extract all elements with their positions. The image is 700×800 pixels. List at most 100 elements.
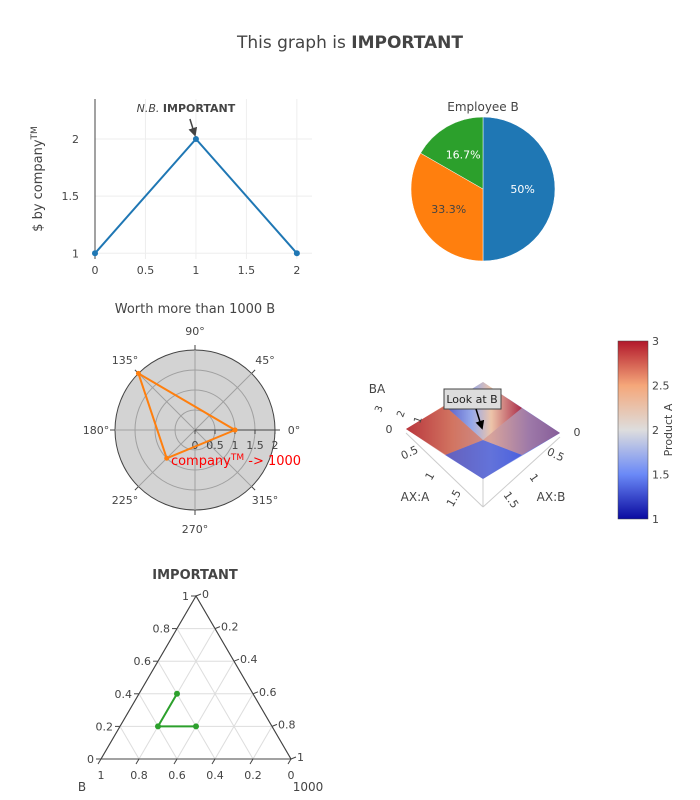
ternary-gridline [214,693,254,760]
polar-angular-tick-label: 45° [255,354,275,367]
surface-patch [406,406,483,455]
ternary-a-tick-label: 0.2 [96,720,114,733]
x-tick-label: 0 [92,264,99,277]
pie-slice [420,116,484,190]
ternary-c-tick-label: 0.4 [240,653,258,666]
polar-point [232,427,238,433]
polar-radial-tick-label: 0.5 [206,439,224,452]
polar-annotation-main: company [171,454,231,469]
page-title: This graph is IMPORTANT [0,33,700,53]
ternary-gridline [176,660,235,760]
ternary-gridline [119,726,140,760]
y-axis-title: $ by companyTM [30,126,46,232]
ternary-b-tick-label: 0 [288,769,295,782]
colorbar-tick-label: 1.5 [652,469,670,482]
ternary-b-tick-label: 0.8 [130,769,148,782]
polar-point [164,455,170,461]
ternary-a-tick-label: 1 [182,590,189,603]
surface-annotation-arrow [475,408,485,430]
x-axis-tick-label: 0.5 [399,443,420,462]
ternary-c-axis-title: 1000 [293,780,324,794]
ternary-a-tick-label: 0.4 [115,688,133,701]
ternary-c-tick-label: 0 [202,588,209,601]
y-tick-label: 2 [72,133,79,146]
ternary-chart: IMPORTANT00.20.40.60.8100.20.40.60.8100.… [78,568,323,794]
pie-slice-label: 33.3% [431,203,466,216]
ternary-b-tick [249,758,254,765]
polar-angular-gridline [194,429,252,487]
y-axis-title-sup: TM [30,126,40,140]
z-axis-tick-label: 2 [395,409,408,419]
ternary-b-tick [211,758,216,765]
surface-patch [483,408,560,455]
y-axis-title: AX:B [537,490,566,504]
pie-slice-label: 50% [510,183,534,196]
ternary-b-axis-title: B [78,780,86,794]
x-axis-title: AX:A [401,490,430,504]
polar-angular-gridline [194,373,252,431]
ternary-b-tick-label: 1 [98,769,105,782]
pie-chart: Employee B 50% 33.3% 16.7% [410,100,556,262]
title-prefix: This graph is [236,33,352,53]
colorbar [617,340,649,520]
x-axis-tick-label: 0 [386,423,393,436]
polar-angular-tick-label: 0° [288,424,301,437]
y-tick-label: 1 [72,247,79,260]
z-axis-tick-label: 1 [412,415,425,425]
polar-title: Worth more than 1000 B [115,302,275,317]
polar-angular-tick [251,486,256,491]
colorbar-tick-label: 2.5 [652,380,670,393]
polar-angular-tick [134,486,139,491]
ternary-c-tick-label: 0.8 [278,718,296,731]
x-tick-label: 1.5 [238,264,256,277]
pie-slice [410,152,484,262]
annotation-bold: IMPORTANT [163,102,236,115]
y-axis-tick-label: 0.5 [545,445,566,464]
ternary-title: IMPORTANT [152,568,238,583]
ternary-c-tick [252,691,259,695]
y-axis-tick-label: 0 [574,426,581,439]
ternary-a-tick-label: 0 [87,753,94,766]
ternary-point [193,723,199,730]
x-axis-tick-label: 1 [423,470,438,483]
colorbar-title: Product A [662,403,675,456]
scene-axis-line [482,436,561,508]
pie-slice [482,116,556,262]
z-axis-tick-label: 3 [373,404,386,414]
colorbar-tick-label: 1 [652,513,659,526]
y-axis-tick-label: 1.5 [501,489,522,511]
polar-radial-tick-label: 1.5 [246,439,264,452]
title-bold: IMPORTANT [351,33,464,53]
colorbar-tick-label: 2 [652,424,659,437]
ternary-frame [100,595,292,760]
x-tick-label: 2 [293,264,300,277]
ternary-b-tick [135,758,140,765]
polar-annotation: companyTM -> 1000 [171,453,301,469]
polar-point [135,370,141,376]
pie-slice-label: 16.7% [446,149,481,162]
ternary-gridline [157,660,216,760]
y-axis-tick-label: 1 [527,471,542,484]
colorbar-tick-label: 3 [652,335,659,348]
ternary-point [174,690,180,697]
annotation-italic: N.B. [137,102,163,115]
ternary-b-tick [173,758,178,765]
ternary-b-tick [97,758,102,765]
ternary-c-tick-label: 0.2 [221,621,239,634]
ternary-b-tick-label: 0.2 [244,769,262,782]
scene-axis-line [405,432,484,508]
ternary-b-tick-label: 0.4 [206,769,224,782]
x-tick-label: 0.5 [137,264,155,277]
ternary-gridline [252,726,273,760]
ternary-c-tick [233,658,240,662]
polar-angular-tick-label: 180° [83,424,110,437]
line-annotation: N.B. IMPORTANT [137,102,236,115]
ternary-c-tick-label: 0.6 [259,686,277,699]
ternary-c-tick-label: 1 [297,751,304,764]
line-point [92,250,98,257]
ternary-a-tick-label: 0.8 [153,623,171,636]
ternary-c-tick [290,756,297,760]
polar-annotation-sup: TM [230,453,244,463]
